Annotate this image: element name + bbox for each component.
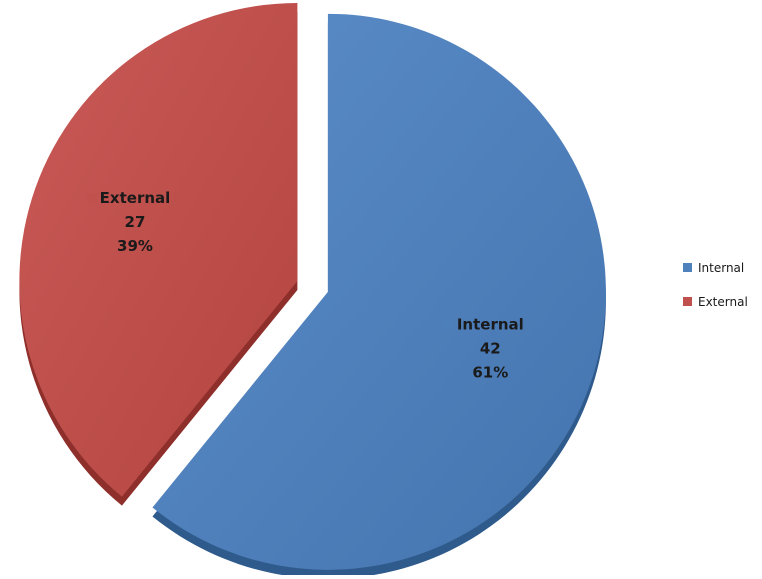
data-label-percent-external: 39% xyxy=(117,237,153,255)
data-label-category-internal: Internal xyxy=(457,316,524,334)
data-label-value-internal: 42 xyxy=(480,340,501,358)
slices-layer xyxy=(19,2,606,579)
legend-swatch-external xyxy=(683,297,692,306)
legend-label-internal: Internal xyxy=(698,261,744,275)
data-label-key-external xyxy=(86,193,97,204)
data-label-percent-internal: 61% xyxy=(472,364,508,382)
data-label-value-external: 27 xyxy=(125,213,146,231)
pie-slice-external[interactable] xyxy=(19,2,298,497)
legend-label-external: External xyxy=(698,295,748,309)
data-label-category-external: External xyxy=(100,189,171,207)
legend-swatch-internal xyxy=(683,263,692,272)
legend: Internal External xyxy=(683,261,748,309)
pie-slice-internal[interactable] xyxy=(152,13,606,570)
data-labels-layer: Internal 42 61% External 27 39% xyxy=(86,189,524,382)
data-label-key-internal xyxy=(442,319,453,330)
